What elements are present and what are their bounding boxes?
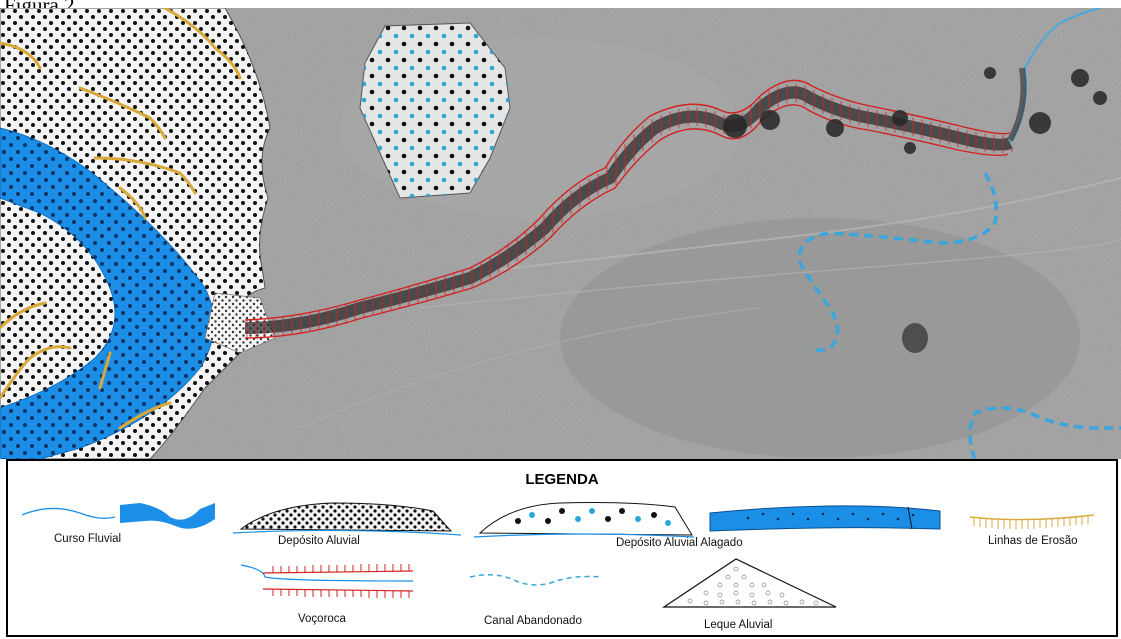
abandoned-channels	[797, 172, 1121, 459]
legend-label-canal-abandonado: Canal Abandonado	[484, 615, 582, 627]
legend-symbol-deposito-aluvial	[233, 502, 462, 536]
legend-symbol-deposito-aluvial-alagado-blue	[709, 505, 941, 532]
legend-label-linhas-erosao: Linhas de Erosão	[988, 535, 1078, 547]
map-figure	[0, 8, 1121, 459]
legend-label-leque-aluvial: Leque Aluvial	[704, 619, 773, 631]
erosion-lines	[0, 8, 242, 430]
legend-label-deposito-aluvial: Depósito Aluvial	[278, 535, 360, 547]
legend-symbol-deposito-aluvial-alagado	[473, 502, 695, 538]
legend-symbol-vocoroca	[240, 564, 414, 598]
map-legend: LEGENDA Curso Fluvial Depósito Aluvial D…	[6, 459, 1118, 637]
gully-channel	[244, 8, 1101, 339]
legend-symbol-leque-aluvial	[662, 558, 837, 608]
legend-symbol-curso-fluvial	[21, 503, 215, 529]
legend-title: LEGENDA	[525, 471, 599, 488]
legend-symbol-linhas-erosao	[969, 514, 1095, 529]
legend-label-deposito-aluvial-alagado: Depósito Aluvial Alagado	[616, 537, 743, 549]
legend-label-vocoroca: Voçoroca	[298, 613, 346, 625]
legend-symbol-canal-abandonado	[469, 574, 603, 586]
legend-label-curso-fluvial: Curso Fluvial	[54, 533, 122, 545]
